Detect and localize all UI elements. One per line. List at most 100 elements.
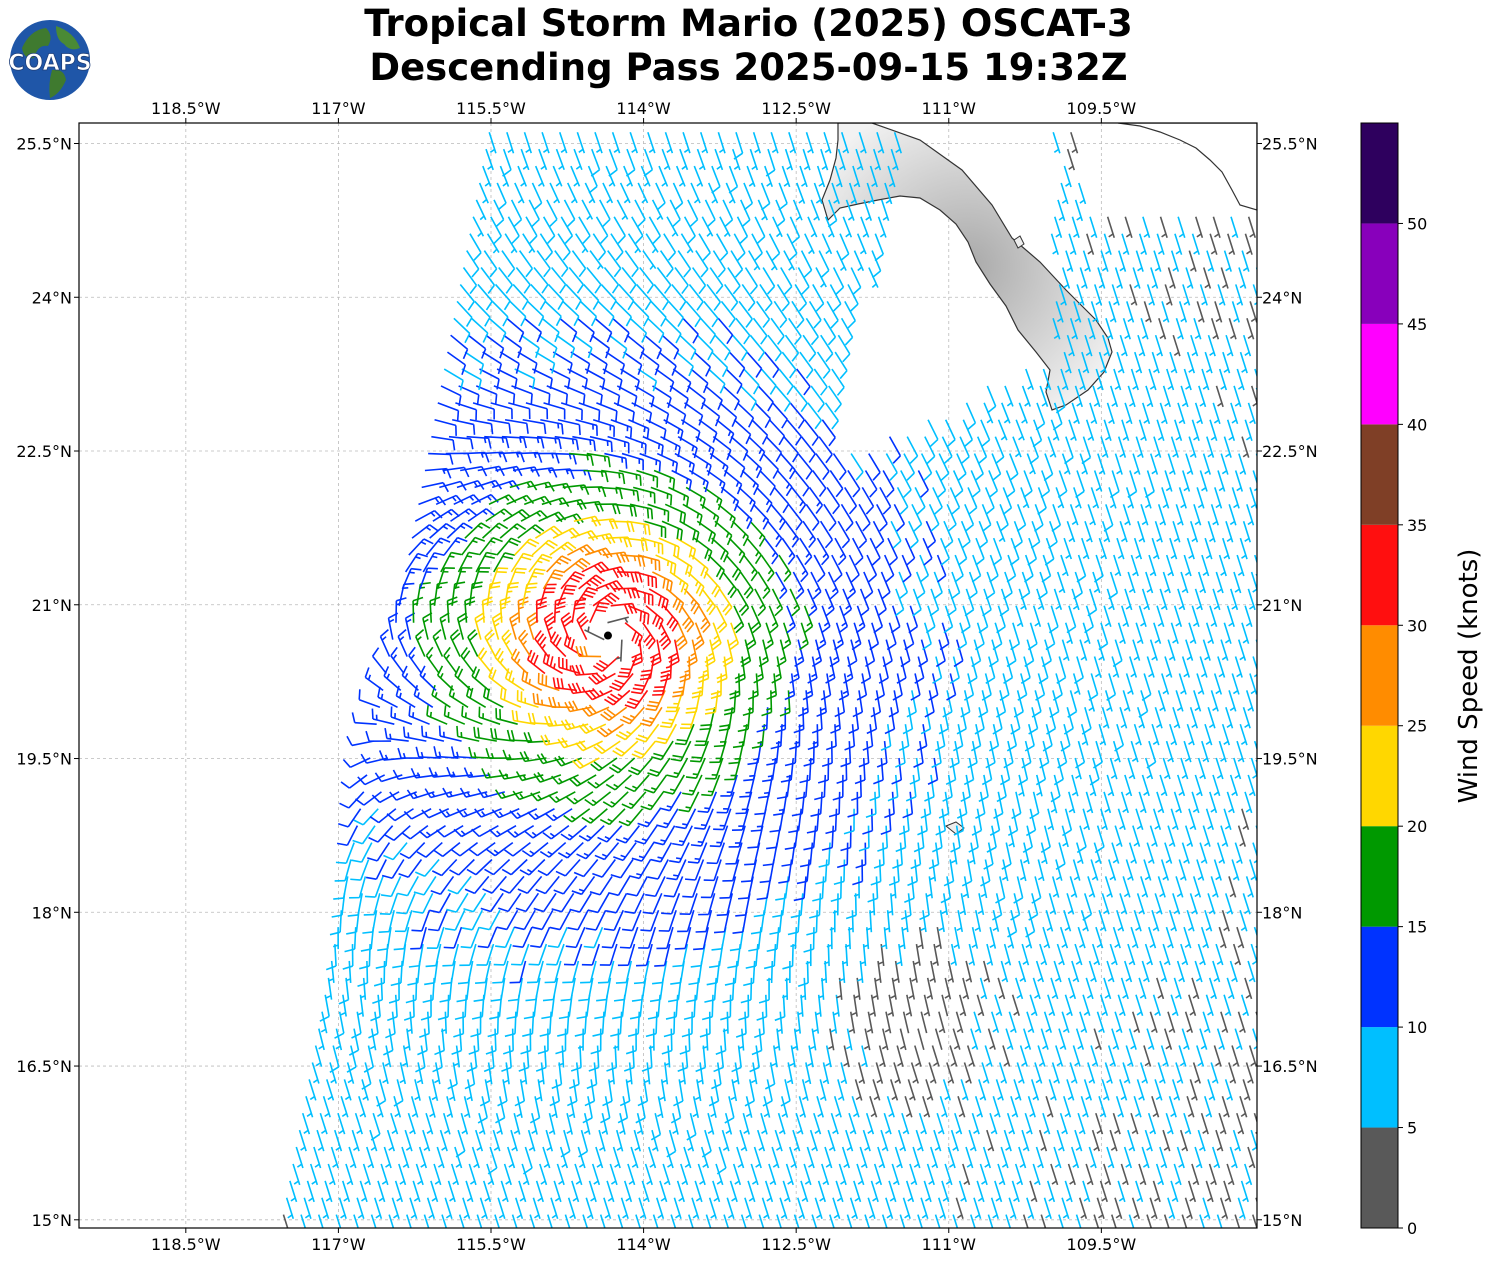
- wind-barb: [1162, 943, 1171, 966]
- wind-barb: [1143, 1045, 1152, 1067]
- wind-barb: [1253, 926, 1257, 948]
- wind-barb: [1111, 1028, 1120, 1050]
- wind-barb: [1239, 1096, 1248, 1118]
- lat-tick-label-left: 24°N: [32, 288, 72, 307]
- wind-barb: [422, 1129, 431, 1152]
- wind-barb: [716, 1146, 727, 1175]
- wind-barb: [441, 1214, 448, 1228]
- wind-barb: [496, 909, 519, 931]
- wind-barb: [872, 1079, 881, 1101]
- wind-barb: [978, 1079, 987, 1101]
- wind-barb: [790, 927, 798, 950]
- wind-barb: [1117, 1180, 1126, 1203]
- wind-barb: [359, 1180, 368, 1203]
- wind-barb: [805, 944, 812, 967]
- wind-barb: [1178, 1045, 1187, 1067]
- wind-barb: [627, 1011, 641, 1037]
- wind-barb: [335, 1214, 342, 1228]
- wind-barb: [1101, 893, 1110, 915]
- wind-barb: [1210, 876, 1219, 898]
- wind-barb: [615, 1129, 624, 1152]
- wind-barb: [475, 960, 492, 984]
- wind-barb: [868, 893, 876, 916]
- wind-barb: [313, 1146, 322, 1169]
- wind-barb: [1096, 1011, 1105, 1033]
- wind-barb: [476, 1214, 483, 1228]
- wind-barb: [311, 1062, 320, 1084]
- wind-barb: [829, 910, 836, 933]
- wind-barb: [551, 892, 575, 913]
- wind-barb: [812, 876, 825, 902]
- wind-barb: [1050, 977, 1059, 1000]
- wind-barb: [896, 1045, 904, 1067]
- wind-barb: [509, 960, 527, 984]
- wind-barb: [844, 927, 851, 950]
- wind-barb: [1112, 926, 1121, 949]
- wind-barb: [483, 1045, 495, 1073]
- wind-barb: [357, 960, 369, 987]
- wind-barb: [1234, 1214, 1241, 1228]
- wind-barb: [997, 977, 1006, 1000]
- wind-barb: [1171, 1079, 1181, 1101]
- wind-barb: [1082, 893, 1093, 921]
- wind-barb: [890, 977, 897, 1000]
- wind-barb: [577, 1028, 584, 1051]
- wind-barb: [1075, 1028, 1085, 1050]
- wind-barb: [599, 1214, 606, 1228]
- wind-barb: [749, 1045, 760, 1073]
- wind-barb: [403, 994, 415, 1021]
- wind-barb: [1107, 1045, 1117, 1067]
- wind-barb: [1200, 926, 1210, 949]
- wind-barb: [600, 1096, 611, 1124]
- wind-barb: [1236, 926, 1245, 949]
- wind-barb: [686, 1129, 695, 1152]
- wind-barb: [846, 1214, 853, 1228]
- wind-barb: [348, 1146, 357, 1169]
- wind-barb: [345, 1163, 354, 1186]
- lat-tick-label-right: 21°N: [1262, 596, 1302, 615]
- wind-barb: [863, 1028, 871, 1051]
- wind-barb: [841, 944, 849, 967]
- wind-barb: [464, 875, 490, 895]
- wind-barb: [923, 1180, 932, 1203]
- wind-barb: [1050, 1163, 1059, 1186]
- wind-barb: [446, 892, 469, 913]
- wind-barb: [568, 1096, 576, 1119]
- wind-barb: [811, 1214, 818, 1228]
- wind-barb: [1045, 910, 1054, 932]
- wind-barb: [490, 977, 506, 1002]
- wind-barb: [1204, 909, 1213, 932]
- wind-barb: [346, 1062, 355, 1084]
- wind-barb: [787, 910, 801, 936]
- wind-barb: [722, 977, 735, 1004]
- wind-barb: [362, 1163, 371, 1186]
- wind-barb: [974, 910, 982, 932]
- wind-barb: [982, 1146, 992, 1169]
- wind-barb: [878, 1045, 886, 1068]
- wind-barb: [1115, 1096, 1125, 1118]
- wind-barb: [742, 1112, 750, 1135]
- wind-barb: [1104, 1062, 1113, 1084]
- wind-barb: [504, 1011, 517, 1038]
- wind-barb: [739, 1129, 748, 1152]
- wind-barb: [1015, 977, 1024, 1000]
- wind-barb: [362, 910, 378, 934]
- wind-barb: [1064, 1180, 1073, 1203]
- wind-barb: [346, 1045, 357, 1073]
- wind-barb: [751, 1028, 763, 1056]
- wind-barb: [598, 1129, 606, 1152]
- wind-barb: [1040, 1214, 1047, 1228]
- wind-barb: [796, 859, 810, 885]
- colorbar-tick-label: 10: [1407, 1018, 1427, 1037]
- wind-barb: [1040, 1028, 1049, 1050]
- wind-barb: [338, 1197, 347, 1219]
- wind-barb: [560, 1129, 571, 1158]
- wind-barb: [636, 1113, 644, 1135]
- wind-barb: [1042, 926, 1051, 949]
- colorbar-tick-label: 15: [1407, 918, 1427, 937]
- wind-barb: [923, 994, 931, 1017]
- wind-barb: [701, 1129, 712, 1158]
- gulf-island: [1013, 235, 1025, 249]
- wind-barb: [397, 876, 419, 897]
- wind-barb: [1252, 1028, 1257, 1050]
